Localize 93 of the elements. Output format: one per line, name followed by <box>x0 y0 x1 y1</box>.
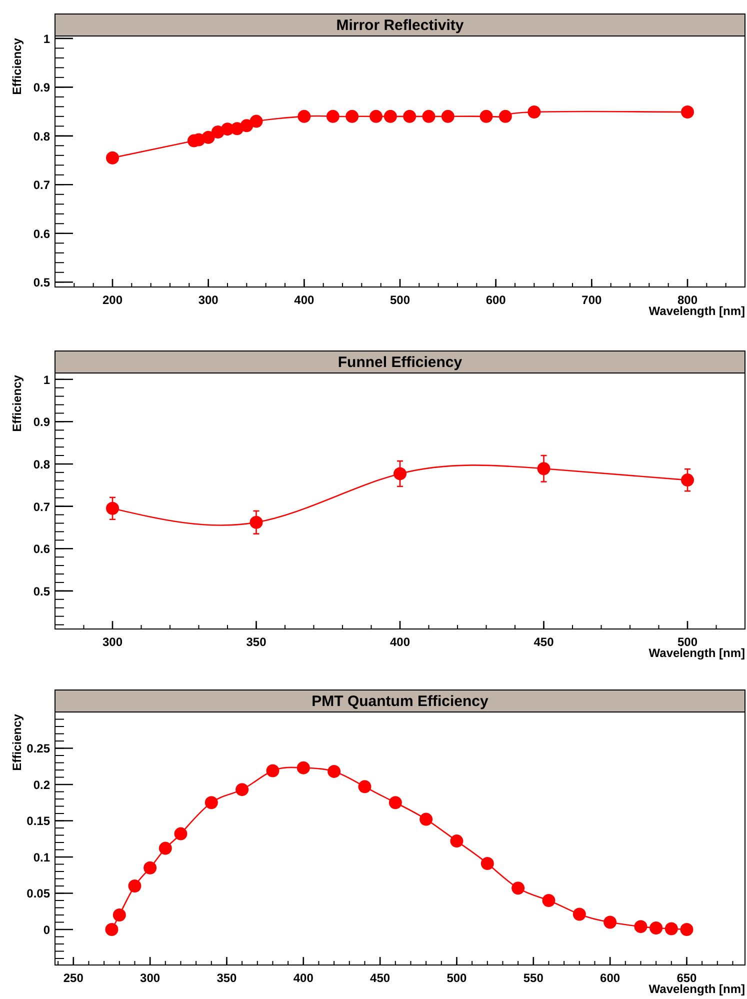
point <box>240 119 254 132</box>
y-tick-label: 0.5 <box>33 276 50 290</box>
y-tick-label: 0.05 <box>26 886 50 901</box>
x-tick-label: 350 <box>216 971 238 985</box>
point <box>634 920 648 934</box>
y-tick-label: 0.6 <box>33 542 50 556</box>
point <box>403 110 416 123</box>
y-tick-label: 0.6 <box>33 226 50 241</box>
y-tick-label: 0 <box>43 922 50 937</box>
point <box>528 106 541 119</box>
point <box>441 110 454 123</box>
x-tick-label: 700 <box>582 293 602 307</box>
point <box>388 796 402 810</box>
y-axis-title: Efficiency <box>10 38 24 95</box>
x-tick-label: 300 <box>198 293 219 307</box>
y-tick-label: 0.9 <box>33 415 50 430</box>
point <box>480 857 494 870</box>
y-tick-label: 1 <box>43 372 50 387</box>
x-tick-label: 600 <box>600 971 620 985</box>
point <box>650 922 663 935</box>
point <box>572 908 586 921</box>
y-tick-label: 0.5 <box>33 584 50 598</box>
y-tick-label: 0.2 <box>33 778 50 792</box>
x-tick-label: 500 <box>677 635 698 649</box>
point <box>144 861 157 874</box>
point <box>128 879 142 892</box>
x-tick-label: 450 <box>370 971 390 985</box>
x-tick-label: 300 <box>140 971 160 985</box>
x-tick-label: 300 <box>102 635 123 649</box>
point <box>174 827 188 840</box>
y-tick-label: 0.8 <box>33 129 50 144</box>
point <box>250 516 263 529</box>
point <box>298 110 311 123</box>
point <box>328 764 341 778</box>
x-tick-label: 500 <box>390 293 410 307</box>
y-tick-label: 0.9 <box>33 80 50 95</box>
y-tick-label: 0.15 <box>26 814 50 828</box>
x-tick-label: 800 <box>677 293 698 307</box>
point <box>604 916 617 929</box>
point <box>358 780 372 794</box>
point <box>296 761 310 774</box>
point <box>480 110 493 123</box>
point <box>681 106 694 119</box>
x-axis-title: Wavelength [nm] <box>648 982 745 996</box>
chart-title: PMT Quantum Efficiency <box>312 693 489 710</box>
point <box>394 467 406 480</box>
point <box>664 922 678 936</box>
y-axis-title: Efficiency <box>10 714 24 771</box>
point <box>106 502 119 515</box>
y-axis-title: Efficiency <box>10 374 24 432</box>
x-tick-label: 650 <box>676 971 698 985</box>
y-tick-label: 1 <box>43 32 50 46</box>
point <box>266 764 280 778</box>
point <box>498 110 512 123</box>
point <box>105 922 118 936</box>
y-tick-label: 0.25 <box>26 742 50 756</box>
point <box>236 783 249 796</box>
point <box>204 796 218 810</box>
point <box>420 812 433 826</box>
point <box>512 882 525 895</box>
point <box>537 462 550 476</box>
point <box>450 834 464 848</box>
point <box>370 110 383 123</box>
point <box>346 110 359 123</box>
x-tick-label: 500 <box>446 971 468 985</box>
y-tick-label: 0.7 <box>33 178 50 192</box>
x-tick-label: 350 <box>246 635 267 649</box>
point <box>202 130 215 144</box>
point <box>106 151 119 164</box>
x-axis-title: Wavelength [nm] <box>648 646 745 660</box>
x-tick-label: 250 <box>63 971 84 985</box>
y-tick-label: 0.1 <box>33 850 50 864</box>
y-tick-label: 0.7 <box>33 500 50 514</box>
point <box>250 114 263 128</box>
point <box>422 110 436 123</box>
point <box>112 908 126 922</box>
x-tick-label: 400 <box>293 971 314 985</box>
x-tick-label: 550 <box>523 971 544 985</box>
x-tick-label: 400 <box>390 635 410 649</box>
chart-title: Funnel Efficiency <box>338 354 463 371</box>
x-tick-label: 400 <box>294 293 314 307</box>
x-tick-label: 200 <box>102 293 123 307</box>
y-tick-label: 0.8 <box>33 457 50 472</box>
point <box>542 894 556 907</box>
point <box>384 110 397 123</box>
x-axis-title: Wavelength [nm] <box>648 304 745 318</box>
point <box>680 922 694 936</box>
x-tick-label: 600 <box>486 293 506 307</box>
chart-title: Mirror Reflectivity <box>336 17 464 34</box>
x-tick-label: 450 <box>534 635 554 649</box>
point <box>158 842 172 855</box>
point <box>326 110 340 123</box>
point <box>681 474 694 487</box>
